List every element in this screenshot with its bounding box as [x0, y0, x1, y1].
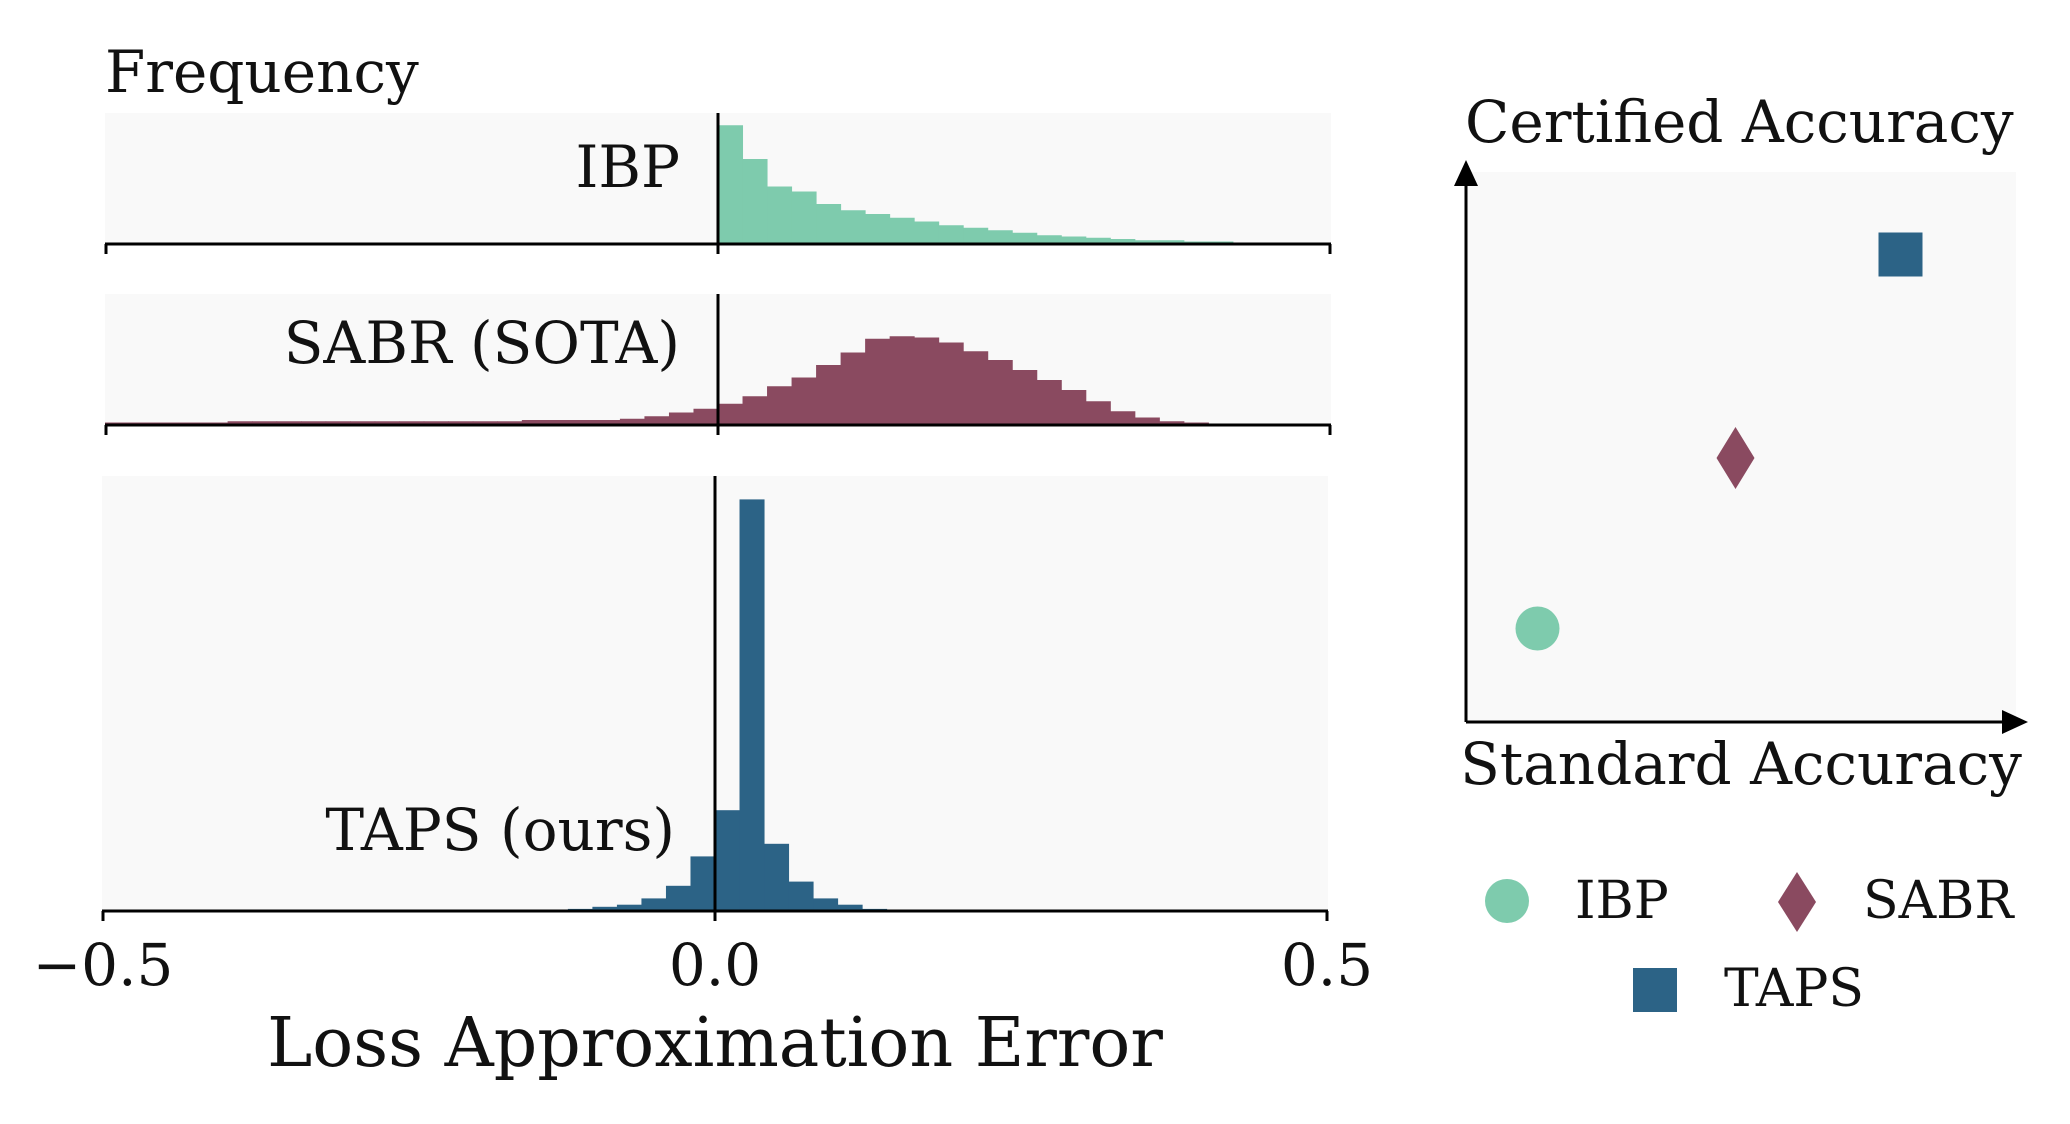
legend-sabr-marker: [1778, 872, 1816, 932]
taps-histogram-bar: [715, 810, 740, 911]
sabr-histogram-bar: [792, 378, 817, 426]
taps-histogram-bar: [789, 882, 814, 911]
sabr-histogram-bar: [988, 360, 1013, 425]
panel-ibp: IBP: [105, 113, 1331, 254]
sabr-histogram-bar: [669, 413, 694, 426]
ibp-histogram-bar: [1012, 233, 1037, 244]
sabr-histogram-bar: [767, 386, 792, 425]
sabr-histogram-bar: [1086, 401, 1111, 425]
taps-histogram-bar: [764, 844, 789, 911]
ibp-histogram-bar: [939, 225, 964, 244]
panel-sabr: SABR (SOTA): [105, 294, 1331, 435]
panel-sabr-label: SABR (SOTA): [284, 309, 680, 377]
sabr-histogram-bar: [865, 339, 890, 425]
scatter-chart: Certified Accuracy Standard Accuracy IBP…: [1454, 88, 2028, 1019]
sabr-histogram-bar: [914, 338, 939, 426]
panel-taps-label: TAPS (ours): [325, 796, 675, 864]
ibp-histogram-bar: [914, 222, 939, 245]
legend-ibp-marker: [1485, 879, 1529, 923]
legend-ibp-label: IBP: [1575, 871, 1669, 931]
sabr-histogram-bar: [816, 365, 841, 425]
ibp-histogram-bar: [767, 187, 792, 245]
ibp-histogram-bar: [743, 159, 768, 244]
histogram-y-title: Frequency: [105, 38, 419, 106]
taps-histogram-bar: [690, 856, 715, 911]
ibp-histogram-bar: [718, 125, 743, 244]
x-axis-title: Loss Approximation Error: [267, 1004, 1163, 1083]
sabr-histogram-bar: [743, 396, 768, 425]
sabr-histogram-bar: [1037, 380, 1062, 425]
sabr-histogram-bar: [939, 343, 964, 426]
taps-histogram-bar: [641, 898, 666, 911]
ibp-histogram-bar: [988, 230, 1013, 244]
panel-ibp-label: IBP: [575, 133, 680, 201]
sabr-histogram-bar: [1110, 411, 1135, 425]
x-tick-label-neg-0-5: −0.5: [33, 931, 174, 999]
sabr-histogram-bar: [1012, 370, 1037, 425]
ibp-histogram-bar: [816, 204, 841, 244]
legend: IBP SABR TAPS: [1485, 871, 2015, 1019]
histogram-chart: Frequency IBP SABR (SOTA): [33, 38, 1374, 1083]
sabr-histogram-bar: [718, 404, 743, 425]
legend-taps-label: TAPS: [1724, 959, 1864, 1019]
ibp-histogram-bar: [865, 214, 890, 244]
x-tick-label-0-0: 0.0: [669, 931, 761, 999]
ibp-histogram-bar: [792, 192, 817, 245]
scatter-point-ibp: [1516, 607, 1560, 651]
legend-taps-marker: [1633, 968, 1677, 1012]
ibp-histogram-bar: [841, 210, 866, 244]
x-tick-label-0-5: 0.5: [1281, 931, 1373, 999]
panel-taps: TAPS (ours): [102, 476, 1328, 921]
taps-histogram-bar: [813, 898, 838, 911]
ibp-histogram-bar: [890, 218, 915, 244]
sabr-histogram-bar: [963, 351, 988, 425]
scatter-x-title: Standard Accuracy: [1460, 730, 2022, 798]
ibp-histogram-bar: [963, 228, 988, 244]
taps-histogram-bar: [740, 499, 765, 911]
sabr-histogram-bar: [841, 353, 866, 426]
taps-histogram-bar: [666, 886, 691, 911]
scatter-y-title: Certified Accuracy: [1465, 88, 2014, 156]
sabr-histogram-bar: [693, 409, 718, 425]
sabr-histogram-bar: [890, 336, 915, 425]
legend-sabr-label: SABR: [1863, 871, 2015, 931]
scatter-point-taps: [1879, 233, 1923, 277]
sabr-histogram-bar: [1061, 390, 1086, 425]
